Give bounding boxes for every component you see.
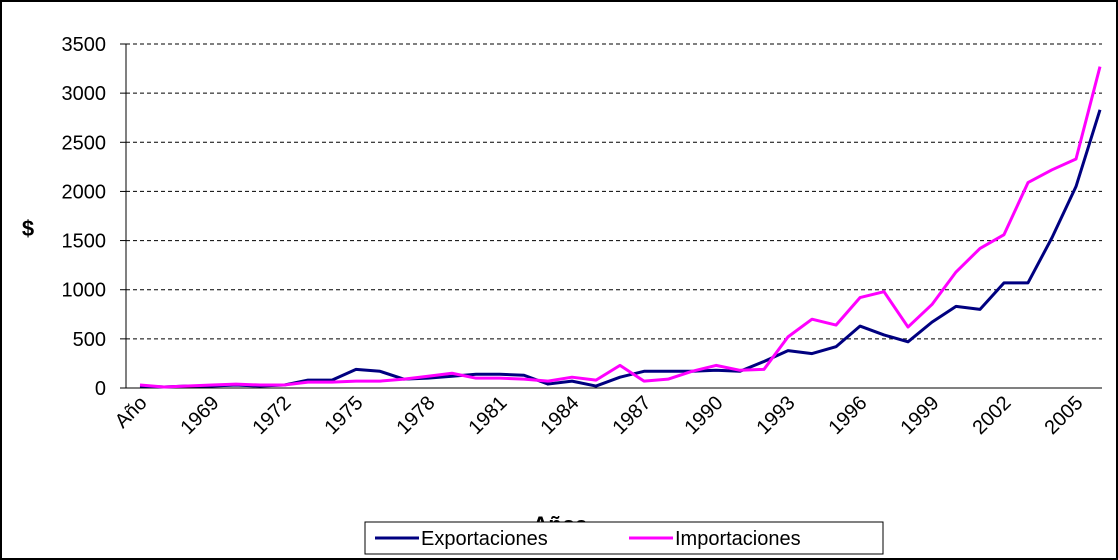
- legend-label: Exportaciones: [421, 528, 548, 550]
- y-tick-label: 0: [95, 378, 106, 400]
- legend-label: Importaciones: [675, 528, 801, 550]
- legend-box: [364, 521, 884, 555]
- y-tick-label: 3500: [62, 34, 107, 56]
- y-tick-label: 2500: [62, 132, 107, 154]
- y-tick-label: 1000: [62, 280, 107, 302]
- y-axis-label: $: [22, 216, 34, 241]
- y-tick-label: 2000: [62, 181, 107, 203]
- y-tick-label: 3000: [62, 83, 107, 105]
- series-line: [139, 66, 1102, 389]
- y-tick-label: 500: [73, 329, 106, 351]
- y-tick-label: 1500: [62, 231, 107, 253]
